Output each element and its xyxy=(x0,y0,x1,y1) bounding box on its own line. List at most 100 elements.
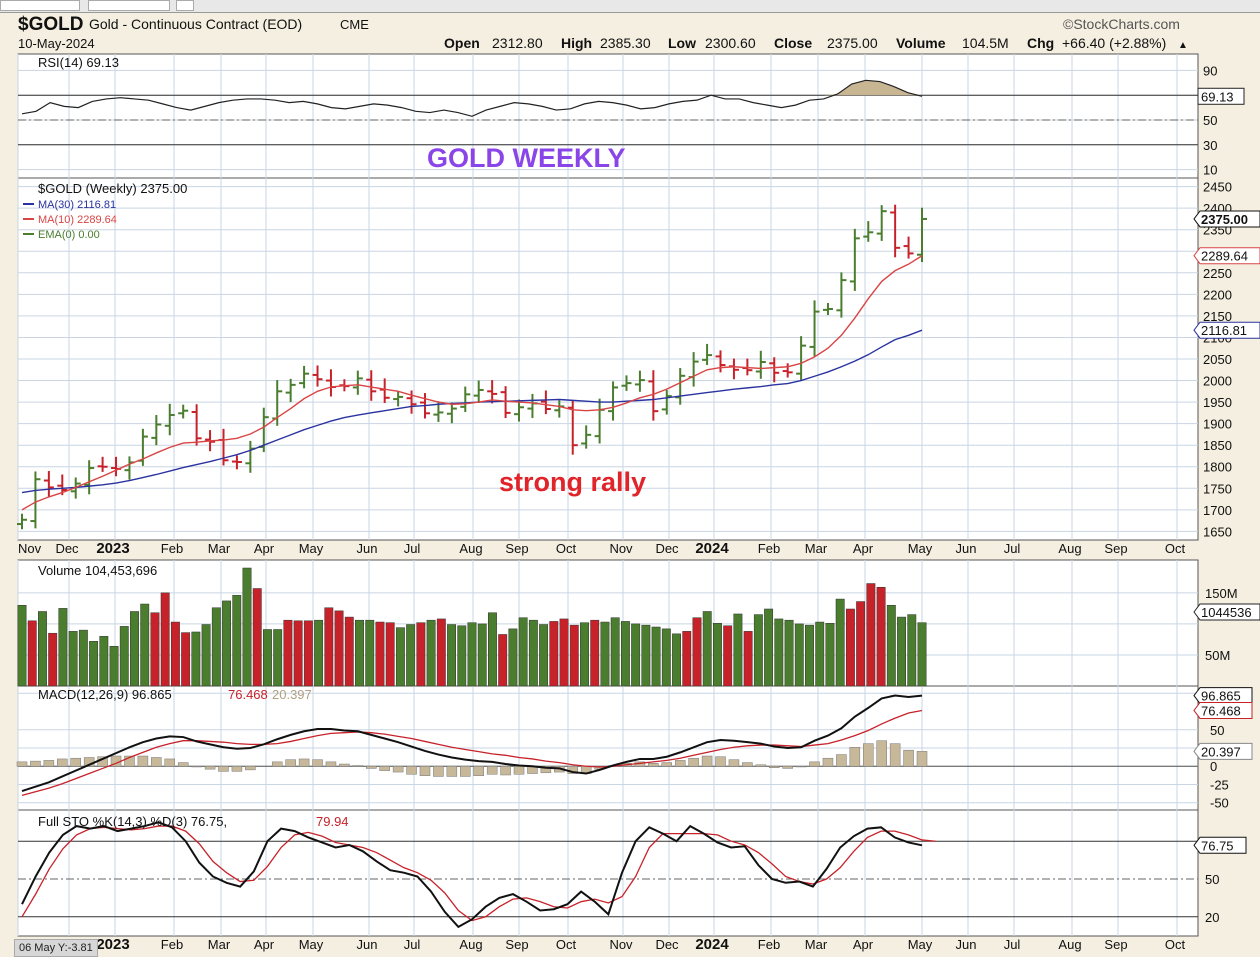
volume-bar xyxy=(457,625,467,687)
ma10-legend: MA(10) 2289.64 xyxy=(38,214,117,226)
rsi-overbought-fill xyxy=(823,80,922,96)
y-tick-label: 1850 xyxy=(1203,438,1232,453)
rsi-legend: RSI(14) 69.13 xyxy=(38,55,119,70)
volume-bar xyxy=(467,622,477,687)
macd-histogram-bar xyxy=(742,762,753,767)
volume-bar xyxy=(263,629,272,687)
volume-bar xyxy=(38,611,47,687)
rsi-value-label: 69.13 xyxy=(1201,89,1234,104)
toolbar-field[interactable] xyxy=(88,0,170,11)
y-tick-label: 1750 xyxy=(1203,481,1232,496)
x-tick-label: Oct xyxy=(556,937,577,952)
volume-bar xyxy=(201,624,211,687)
volume-bar xyxy=(334,610,344,687)
volume-bar xyxy=(825,623,835,687)
x-tick-label: Nov xyxy=(609,937,633,952)
x-tick-label: Mar xyxy=(208,541,231,556)
macd-histogram-bar xyxy=(903,749,914,767)
x-tick-label: Jul xyxy=(404,937,421,952)
chg-dropdown-icon[interactable]: ▲ xyxy=(1178,40,1188,51)
x-tick-label: Sep xyxy=(505,937,528,952)
y-tick-label: 2250 xyxy=(1203,266,1232,281)
stochastic-plot xyxy=(18,821,1198,929)
price-bar xyxy=(581,425,592,449)
sto-d-legend: 79.94 xyxy=(316,814,349,829)
rsi-value-box xyxy=(1197,87,1245,105)
macd-histogram-bar xyxy=(312,759,323,767)
open-label: Open xyxy=(444,35,480,51)
x-tick-label: Feb xyxy=(161,541,183,556)
price-bar xyxy=(608,381,619,421)
macd-histogram-bar xyxy=(271,761,283,767)
volume-bar xyxy=(876,587,886,687)
macd-histogram-bar xyxy=(57,758,68,767)
sto-value-box xyxy=(1193,836,1247,854)
toolbar-field[interactable] xyxy=(0,0,80,11)
sto-value-label: 76.75 xyxy=(1201,838,1234,853)
macd-histogram-bar xyxy=(755,764,767,767)
macd-histogram-bar xyxy=(392,765,404,773)
price-bar xyxy=(151,415,162,446)
volume-bar xyxy=(539,624,549,687)
x-tick-label: Jul xyxy=(404,541,421,556)
volume-bar xyxy=(794,623,804,687)
price-bar xyxy=(352,370,363,395)
volume-bar xyxy=(344,616,354,687)
y-tick-label: 2150 xyxy=(1203,309,1232,324)
x-tick-label: Sep xyxy=(505,541,528,556)
volume-bar xyxy=(764,608,774,687)
price-value-box xyxy=(1193,247,1260,265)
volume-bar xyxy=(416,622,426,687)
x-tick-label: Oct xyxy=(556,541,577,556)
macd-histogram-bar xyxy=(674,760,686,767)
x-tick-label: Feb xyxy=(758,541,780,556)
volume-bar xyxy=(641,624,651,687)
x-tick-label: Dec xyxy=(655,541,679,556)
date: 10-May-2024 xyxy=(18,36,95,51)
macd-histogram-bar xyxy=(648,763,659,767)
y-tick-label: 1700 xyxy=(1203,503,1232,518)
volume-bar xyxy=(631,623,641,687)
browser-toolbar-strip xyxy=(0,0,1260,13)
volume-bar xyxy=(140,603,150,687)
price-value-tag: 2375.00 xyxy=(1193,210,1260,228)
y-tick-label: 50 xyxy=(1203,113,1217,128)
price-bar xyxy=(473,380,484,403)
macd-value-tag: 96.865 xyxy=(1193,687,1253,705)
volume-bar xyxy=(610,617,620,687)
symbol: $GOLD xyxy=(18,14,83,35)
macd-histogram-bar xyxy=(366,765,377,769)
volume-bar xyxy=(17,605,27,687)
volume-value: 104.5M xyxy=(962,35,1009,51)
volume-bar xyxy=(170,621,180,687)
description: Gold - Continuous Contract (EOD) xyxy=(89,16,302,32)
chg-label: Chg xyxy=(1027,35,1054,51)
x-tick-label: Nov xyxy=(609,541,633,556)
price-bar xyxy=(621,375,632,391)
volume-bar xyxy=(661,628,671,687)
volume-bar xyxy=(191,631,201,687)
volume-bar xyxy=(784,619,794,687)
toolbar-field[interactable] xyxy=(176,0,194,11)
price-bar xyxy=(702,343,713,366)
volume-bar xyxy=(815,621,825,687)
macd-histogram-bar xyxy=(124,755,135,767)
x-tick-label: Dec xyxy=(55,541,79,556)
volume-bar xyxy=(743,631,753,687)
macd-histogram-bar xyxy=(379,765,390,771)
y-tick-label: 150M xyxy=(1205,586,1238,601)
macd-histogram-bar xyxy=(513,765,525,775)
x-tick-label: 2023 xyxy=(96,936,129,953)
x-tick-label: May xyxy=(908,541,933,556)
volume-bar xyxy=(436,618,446,687)
x-tick-label: Sep xyxy=(1104,541,1127,556)
macd-histogram-bar xyxy=(795,765,807,768)
x-tick-label: Nov xyxy=(18,541,42,556)
open-value: 2312.80 xyxy=(492,35,543,51)
y-tick-label: 1800 xyxy=(1203,460,1232,475)
volume-bar xyxy=(723,625,733,687)
price-bar xyxy=(514,399,525,422)
volume-value-tag: 1044536 xyxy=(1193,603,1260,621)
price-bar xyxy=(567,399,578,455)
price-bar xyxy=(890,204,901,258)
